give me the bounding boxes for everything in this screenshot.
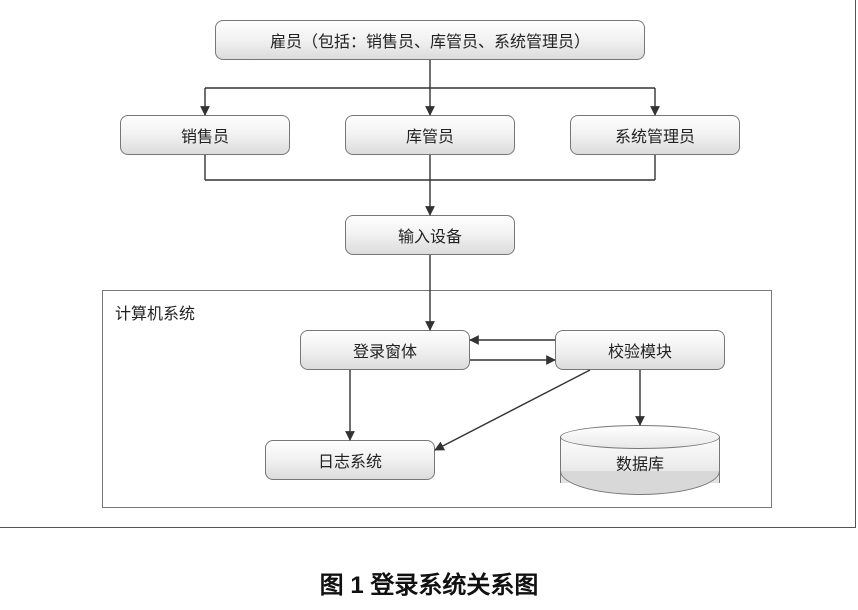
node-label: 库管员 bbox=[406, 123, 454, 147]
cylinder-top bbox=[560, 425, 720, 449]
diagram-page: 雇员（包括：销售员、库管员、系统管理员） 销售员 库管员 系统管理员 输入设备 … bbox=[0, 0, 858, 610]
node-sales: 销售员 bbox=[120, 115, 290, 155]
cylinder-bottom bbox=[560, 471, 720, 495]
node-input: 输入设备 bbox=[345, 215, 515, 255]
node-label: 登录窗体 bbox=[353, 338, 417, 362]
node-database: 数据库 bbox=[560, 425, 720, 495]
node-label: 系统管理员 bbox=[615, 123, 695, 147]
node-loginform: 登录窗体 bbox=[300, 330, 470, 370]
node-label: 日志系统 bbox=[318, 448, 382, 472]
node-label: 输入设备 bbox=[398, 223, 462, 247]
node-sysadmin: 系统管理员 bbox=[570, 115, 740, 155]
node-warehouse: 库管员 bbox=[345, 115, 515, 155]
node-log: 日志系统 bbox=[265, 440, 435, 480]
node-label: 校验模块 bbox=[608, 338, 672, 362]
container-label: 计算机系统 bbox=[115, 300, 195, 324]
figure-caption: 图 1 登录系统关系图 bbox=[0, 565, 858, 600]
node-label: 雇员（包括：销售员、库管员、系统管理员） bbox=[270, 28, 590, 52]
node-verify: 校验模块 bbox=[555, 330, 725, 370]
node-label: 数据库 bbox=[560, 450, 720, 474]
node-employee: 雇员（包括：销售员、库管员、系统管理员） bbox=[215, 20, 645, 60]
node-label: 销售员 bbox=[181, 123, 229, 147]
